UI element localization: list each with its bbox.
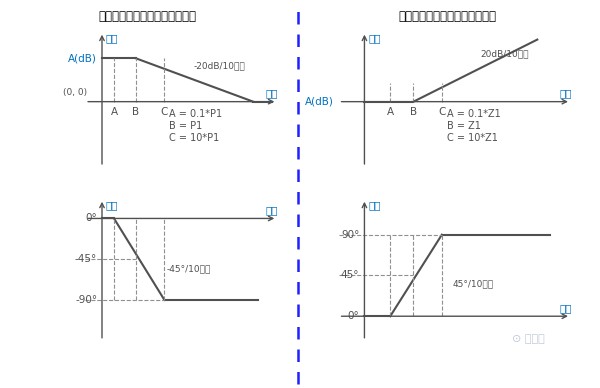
Text: 45°: 45°: [341, 270, 359, 281]
Text: 增益: 增益: [368, 33, 381, 43]
Text: 0°: 0°: [85, 213, 97, 223]
Text: -90°: -90°: [75, 295, 97, 305]
Text: 频率: 频率: [560, 303, 572, 313]
Text: 极点对波特图增益、相移的影响: 极点对波特图增益、相移的影响: [98, 10, 196, 23]
Text: -45°: -45°: [75, 254, 97, 264]
Text: A(dB): A(dB): [68, 53, 97, 63]
Text: -20dB/10倍频: -20dB/10倍频: [193, 61, 245, 71]
Text: 90°: 90°: [341, 230, 359, 240]
Text: B: B: [132, 107, 139, 117]
Text: 相位: 相位: [106, 201, 118, 211]
Text: A = 0.1*P1
B = P1
C = 10*P1: A = 0.1*P1 B = P1 C = 10*P1: [169, 109, 223, 143]
Text: 频率: 频率: [266, 205, 278, 215]
Text: 零点对波特图增益、相移的影响: 零点对波特图增益、相移的影响: [398, 10, 496, 23]
Text: 增益: 增益: [106, 33, 118, 43]
Text: -45°/10倍频: -45°/10倍频: [167, 265, 211, 274]
Text: B: B: [410, 107, 417, 117]
Text: (0, 0): (0, 0): [64, 88, 88, 97]
Text: 20dB/10倍频: 20dB/10倍频: [481, 49, 529, 58]
Text: ⊙ 日月辰: ⊙ 日月辰: [512, 334, 545, 344]
Text: C: C: [438, 107, 446, 117]
Text: A: A: [110, 107, 118, 117]
Text: A: A: [386, 107, 394, 117]
Text: C: C: [161, 107, 168, 117]
Text: 0°: 0°: [347, 311, 359, 321]
Text: 频率: 频率: [266, 88, 278, 99]
Text: A = 0.1*Z1
B = Z1
C = 10*Z1: A = 0.1*Z1 B = Z1 C = 10*Z1: [447, 109, 501, 143]
Text: A(dB): A(dB): [305, 97, 334, 107]
Text: 45°/10倍频: 45°/10倍频: [452, 279, 493, 288]
Text: 相位: 相位: [368, 201, 381, 211]
Text: 频率: 频率: [560, 88, 572, 99]
